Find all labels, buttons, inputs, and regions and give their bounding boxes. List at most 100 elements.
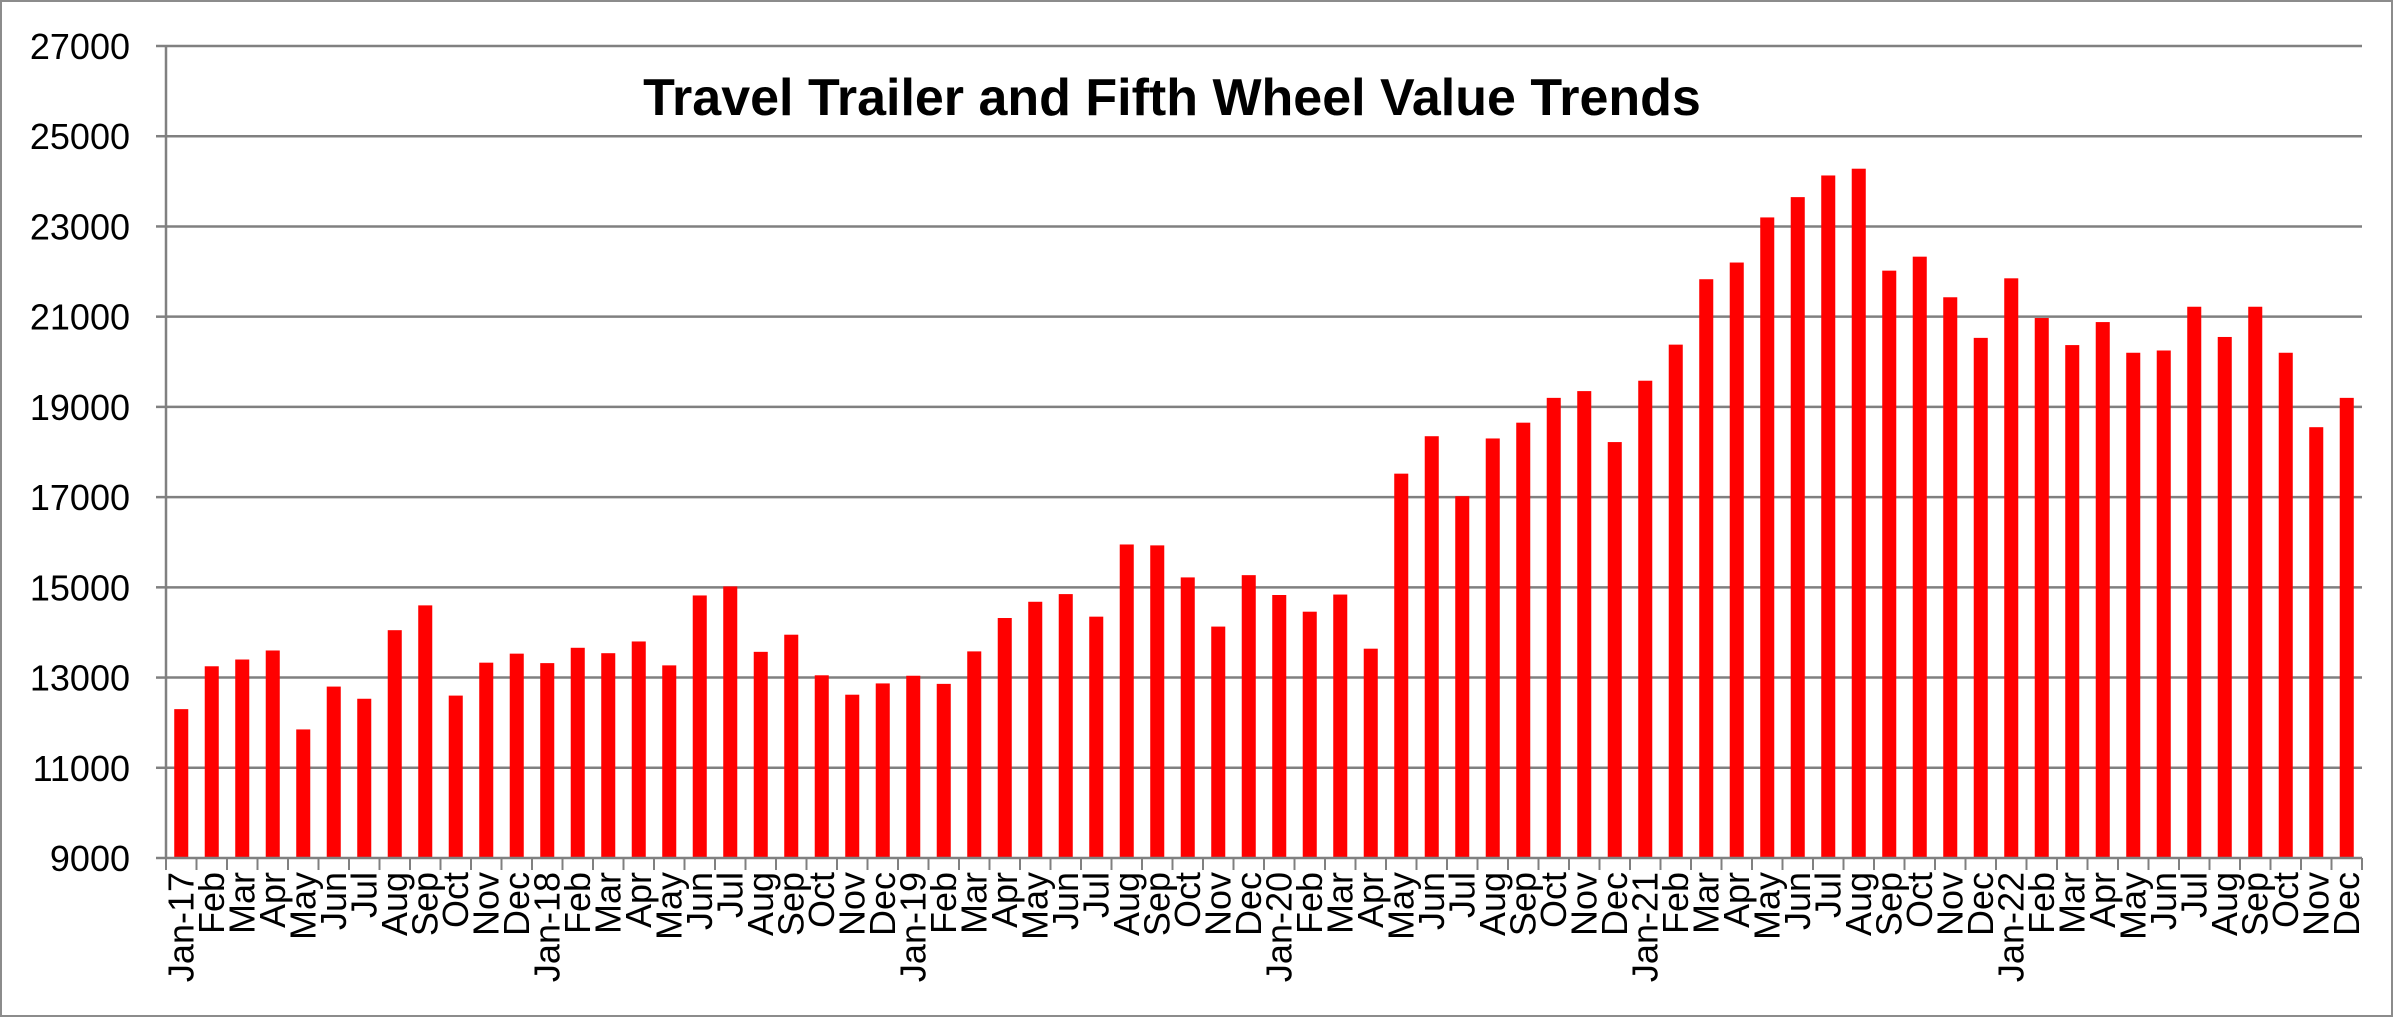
bar (753, 651, 768, 858)
x-tick-label: Feb (1289, 872, 1330, 934)
bar (2004, 278, 2019, 858)
x-tick-label: Dec (1228, 872, 1269, 936)
x-tick-label: Apr (984, 872, 1025, 928)
bar (204, 666, 219, 858)
x-tick-label: Nov (1563, 872, 1604, 936)
bar (448, 695, 463, 858)
bar (601, 653, 616, 858)
bar (2217, 336, 2232, 858)
x-tick-label: Feb (1655, 872, 1696, 934)
x-tick-label: Aug (740, 872, 781, 936)
x-tick-label: Dec (496, 872, 537, 936)
x-tick-label: Jun (1777, 872, 1818, 930)
bar (235, 659, 250, 858)
x-tick-label: Mar (587, 872, 628, 934)
bar (540, 663, 555, 858)
bar (1424, 436, 1439, 858)
x-tick-label: Jun (1411, 872, 1452, 930)
y-tick-label: 9000 (50, 838, 130, 879)
bar (692, 595, 707, 858)
bar (1455, 496, 1470, 858)
bar (1821, 175, 1836, 859)
bar (723, 586, 738, 858)
x-tick-label: Oct (801, 872, 842, 928)
x-tick-label: Jan-20 (1258, 872, 1299, 982)
bar (174, 709, 189, 858)
x-tick-label: Apr (2082, 872, 2123, 928)
bar (1546, 397, 1561, 858)
x-tick-label: Oct (1533, 872, 1574, 928)
bar (509, 653, 524, 858)
bar (2309, 427, 2324, 858)
x-tick-label: Aug (2204, 872, 2245, 936)
x-tick-label: Mar (1319, 872, 1360, 934)
x-tick-label: Feb (557, 872, 598, 934)
bar (357, 698, 372, 858)
bar (1943, 297, 1958, 858)
bar (479, 662, 494, 858)
x-tick-label: Feb (2021, 872, 2062, 934)
x-tick-label: Sep (1502, 872, 1543, 936)
bar (326, 686, 341, 858)
x-tick-label: Oct (1899, 872, 1940, 928)
bar (1851, 168, 1866, 859)
bar (1668, 344, 1683, 858)
bar (2126, 352, 2141, 858)
y-tick-label: 19000 (30, 387, 130, 428)
bar (1577, 391, 1592, 858)
chart-title: Travel Trailer and Fifth Wheel Value Tre… (643, 69, 1701, 127)
x-tick-label: May (2112, 872, 2153, 940)
x-tick-label: Mar (2051, 872, 2092, 934)
x-tick-label: Apr (618, 872, 659, 928)
x-tick-label: Nov (2295, 872, 2336, 936)
bar (418, 605, 433, 858)
x-tick-label: Nov (831, 872, 872, 936)
y-tick-label: 21000 (30, 297, 130, 338)
x-tick-label: Aug (1838, 872, 1879, 936)
bar (1180, 577, 1195, 858)
x-tick-label: Nov (1197, 872, 1238, 936)
y-tick-label: 23000 (30, 206, 130, 247)
x-tick-label: Nov (465, 872, 506, 936)
axes (156, 44, 2363, 870)
x-tick-label: Jul (1441, 872, 1482, 918)
x-tick-label: Sep (404, 872, 445, 936)
y-tick-label: 17000 (30, 477, 130, 518)
bar (265, 650, 280, 858)
x-tick-labels: Jan-17FebMarAprMayJunJulAugSepOctNovDecJ… (160, 872, 2367, 982)
x-tick-label: Sep (770, 872, 811, 936)
bar (1485, 438, 1500, 858)
bar (875, 683, 890, 858)
x-tick-label: Jun (313, 872, 354, 930)
bar (906, 675, 921, 858)
x-tick-label: Jan-19 (892, 872, 933, 982)
bar (1394, 473, 1409, 858)
x-tick-label: Jun (679, 872, 720, 930)
x-tick-label: Dec (2326, 872, 2367, 936)
x-tick-label: Apr (1716, 872, 1757, 928)
x-tick-label: Jun (2143, 872, 2184, 930)
bar (1058, 594, 1073, 858)
bar (2156, 350, 2171, 858)
bar (2278, 352, 2293, 858)
bar (1363, 648, 1378, 858)
x-tick-label: Feb (191, 872, 232, 934)
bar (1241, 575, 1256, 858)
x-tick-label: Nov (1929, 872, 1970, 936)
bar (2065, 345, 2080, 858)
x-tick-label: Jul (1075, 872, 1116, 918)
bar (2034, 318, 2049, 858)
x-tick-label: Jan-18 (526, 872, 567, 982)
gridlines (166, 44, 2362, 770)
bar (1638, 380, 1653, 858)
x-tick-label: Dec (862, 872, 903, 936)
x-tick-label: Aug (374, 872, 415, 936)
x-tick-label: Jun (1045, 872, 1086, 930)
bar (387, 630, 402, 858)
x-tick-label: Aug (1106, 872, 1147, 936)
x-tick-label: Dec (1594, 872, 1635, 936)
x-tick-label: Jul (709, 872, 750, 918)
x-tick-label: Apr (1350, 872, 1391, 928)
